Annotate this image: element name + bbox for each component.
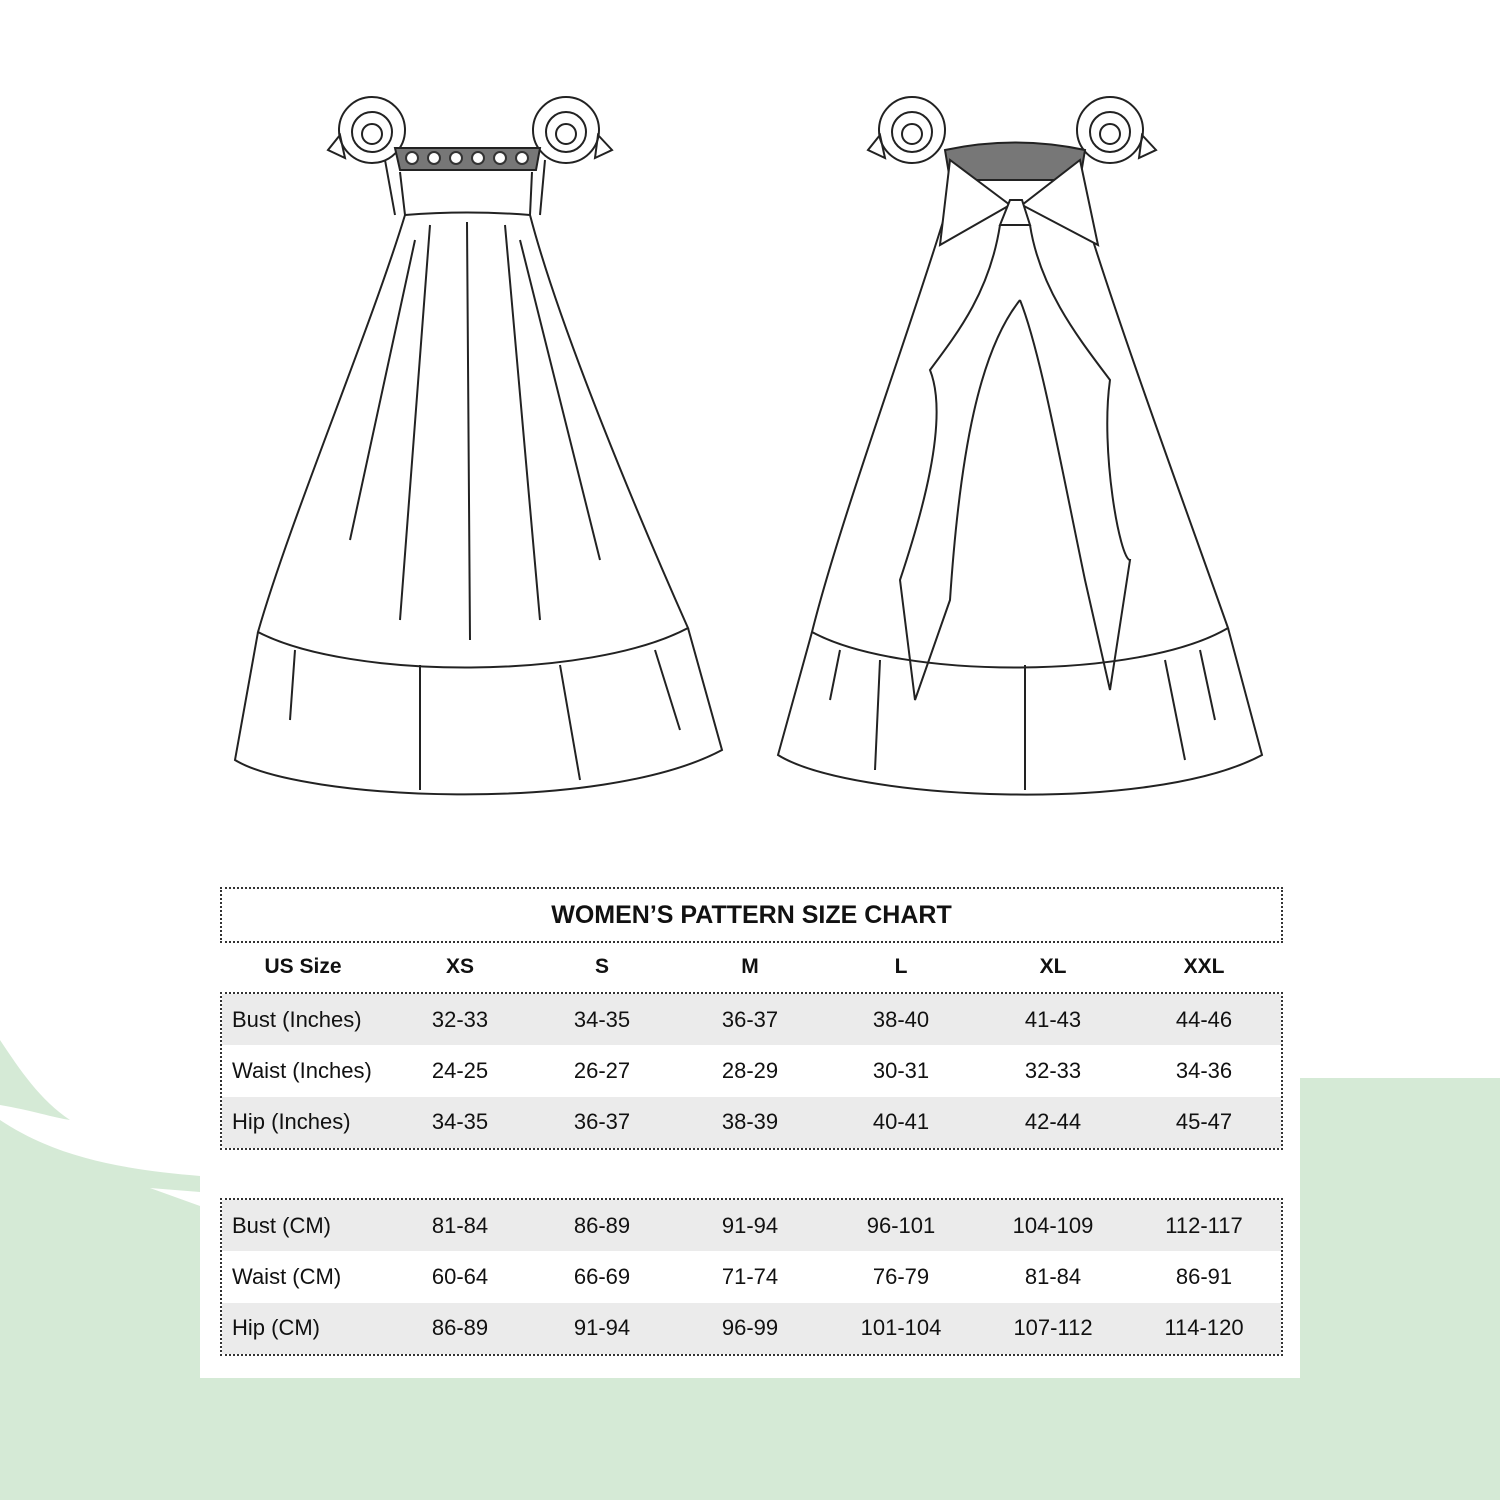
row-label: Waist (Inches) bbox=[232, 1057, 372, 1083]
measurement-cell: 76-79 bbox=[872, 1263, 930, 1289]
measurement-cell: 38-39 bbox=[721, 1109, 779, 1135]
measurement-cell: 44-46 bbox=[1175, 1006, 1233, 1032]
measurement-cell: 34-35 bbox=[431, 1109, 489, 1135]
measurement-cell: 40-41 bbox=[872, 1109, 930, 1135]
table-row: Hip (CM) 86-89 91-94 96-99 101-104 107-112 114… bbox=[222, 1302, 1281, 1354]
us-size-header: US Size bbox=[264, 955, 342, 978]
measurement-cell: 26-27 bbox=[573, 1057, 631, 1083]
row-label: Bust (Inches) bbox=[232, 1006, 362, 1032]
size-xl-header: XL bbox=[1039, 955, 1067, 978]
size-l-header: L bbox=[894, 955, 908, 978]
table-row: Hip (Inches) 34-35 36-37 38-39 40-41 42-44 45-… bbox=[222, 1096, 1281, 1148]
measurement-cell: 60-64 bbox=[431, 1263, 489, 1289]
measurement-cell: 91-94 bbox=[721, 1212, 779, 1238]
dress-illustrations bbox=[233, 96, 1264, 796]
measurement-cell: 34-35 bbox=[573, 1006, 631, 1032]
measurement-cell: 32-33 bbox=[431, 1006, 489, 1032]
measurement-cell: 81-84 bbox=[1024, 1263, 1082, 1289]
size-s-header: S bbox=[594, 955, 610, 978]
measurement-cell: 81-84 bbox=[431, 1212, 489, 1238]
measurement-cell: 30-31 bbox=[872, 1057, 930, 1083]
front-view-dress bbox=[233, 96, 724, 796]
measurement-cell: 28-29 bbox=[721, 1057, 779, 1083]
size-chart-title: WOMEN’S PATTERN SIZE CHART bbox=[220, 887, 1283, 943]
measurement-cell: 101-104 bbox=[860, 1315, 942, 1341]
measurement-cell: 34-36 bbox=[1175, 1057, 1233, 1083]
measurement-cell: 86-89 bbox=[431, 1315, 489, 1341]
measurement-cell: 114-120 bbox=[1164, 1315, 1244, 1341]
size-m-header: M bbox=[741, 955, 759, 978]
measurement-cell: 71-74 bbox=[721, 1263, 779, 1289]
table-row: Waist (CM) 60-64 66-69 71-74 76-79 81-84 86-91 bbox=[222, 1251, 1281, 1302]
measurement-cell: 45-47 bbox=[1175, 1109, 1233, 1135]
measurement-cell: 112-117 bbox=[1165, 1212, 1243, 1238]
row-label: Bust (CM) bbox=[232, 1212, 331, 1238]
table-row: Bust (Inches) 32-33 34-35 36-37 38-40 41-43 44… bbox=[222, 994, 1281, 1046]
inches-table: Bust (Inches) 32-33 34-35 36-37 38-40 41-43 44… bbox=[220, 992, 1283, 1150]
measurement-cell: 36-37 bbox=[573, 1109, 631, 1135]
measurement-cell: 107-112 bbox=[1013, 1315, 1093, 1341]
row-label: Waist (CM) bbox=[232, 1263, 342, 1289]
row-label: Hip (CM) bbox=[232, 1315, 320, 1341]
measurement-cell: 38-40 bbox=[872, 1006, 930, 1032]
measurement-cell: 91-94 bbox=[573, 1315, 631, 1341]
measurement-cell: 96-99 bbox=[721, 1315, 779, 1341]
size-xs-header: XS bbox=[445, 955, 475, 978]
measurement-cell: 104-109 bbox=[1012, 1212, 1094, 1238]
back-view-dress bbox=[776, 96, 1264, 796]
measurement-cell: 66-69 bbox=[573, 1263, 631, 1289]
measurement-cell: 24-25 bbox=[431, 1057, 489, 1083]
table-row: Waist (Inches) 24-25 26-27 28-29 30-31 32-33 3… bbox=[222, 1045, 1281, 1096]
measurement-cell: 36-37 bbox=[721, 1006, 779, 1032]
measurement-cell: 32-33 bbox=[1024, 1057, 1082, 1083]
measurement-cell: 86-89 bbox=[573, 1212, 631, 1238]
row-label: Hip (Inches) bbox=[232, 1109, 351, 1135]
table-row: Bust (CM) 81-84 86-89 91-94 96-101 104-109 112… bbox=[222, 1200, 1281, 1252]
size-xxl-header: XXL bbox=[1183, 955, 1225, 978]
measurement-cell: 42-44 bbox=[1024, 1109, 1082, 1135]
size-header-row: US Size XS S M L XL XXL bbox=[220, 944, 1281, 990]
measurement-cell: 96-101 bbox=[866, 1212, 936, 1238]
measurement-cell: 86-91 bbox=[1175, 1263, 1233, 1289]
measurement-cell: 41-43 bbox=[1024, 1006, 1082, 1032]
cm-table: Bust (CM) 81-84 86-89 91-94 96-101 104-109 112… bbox=[220, 1198, 1283, 1356]
